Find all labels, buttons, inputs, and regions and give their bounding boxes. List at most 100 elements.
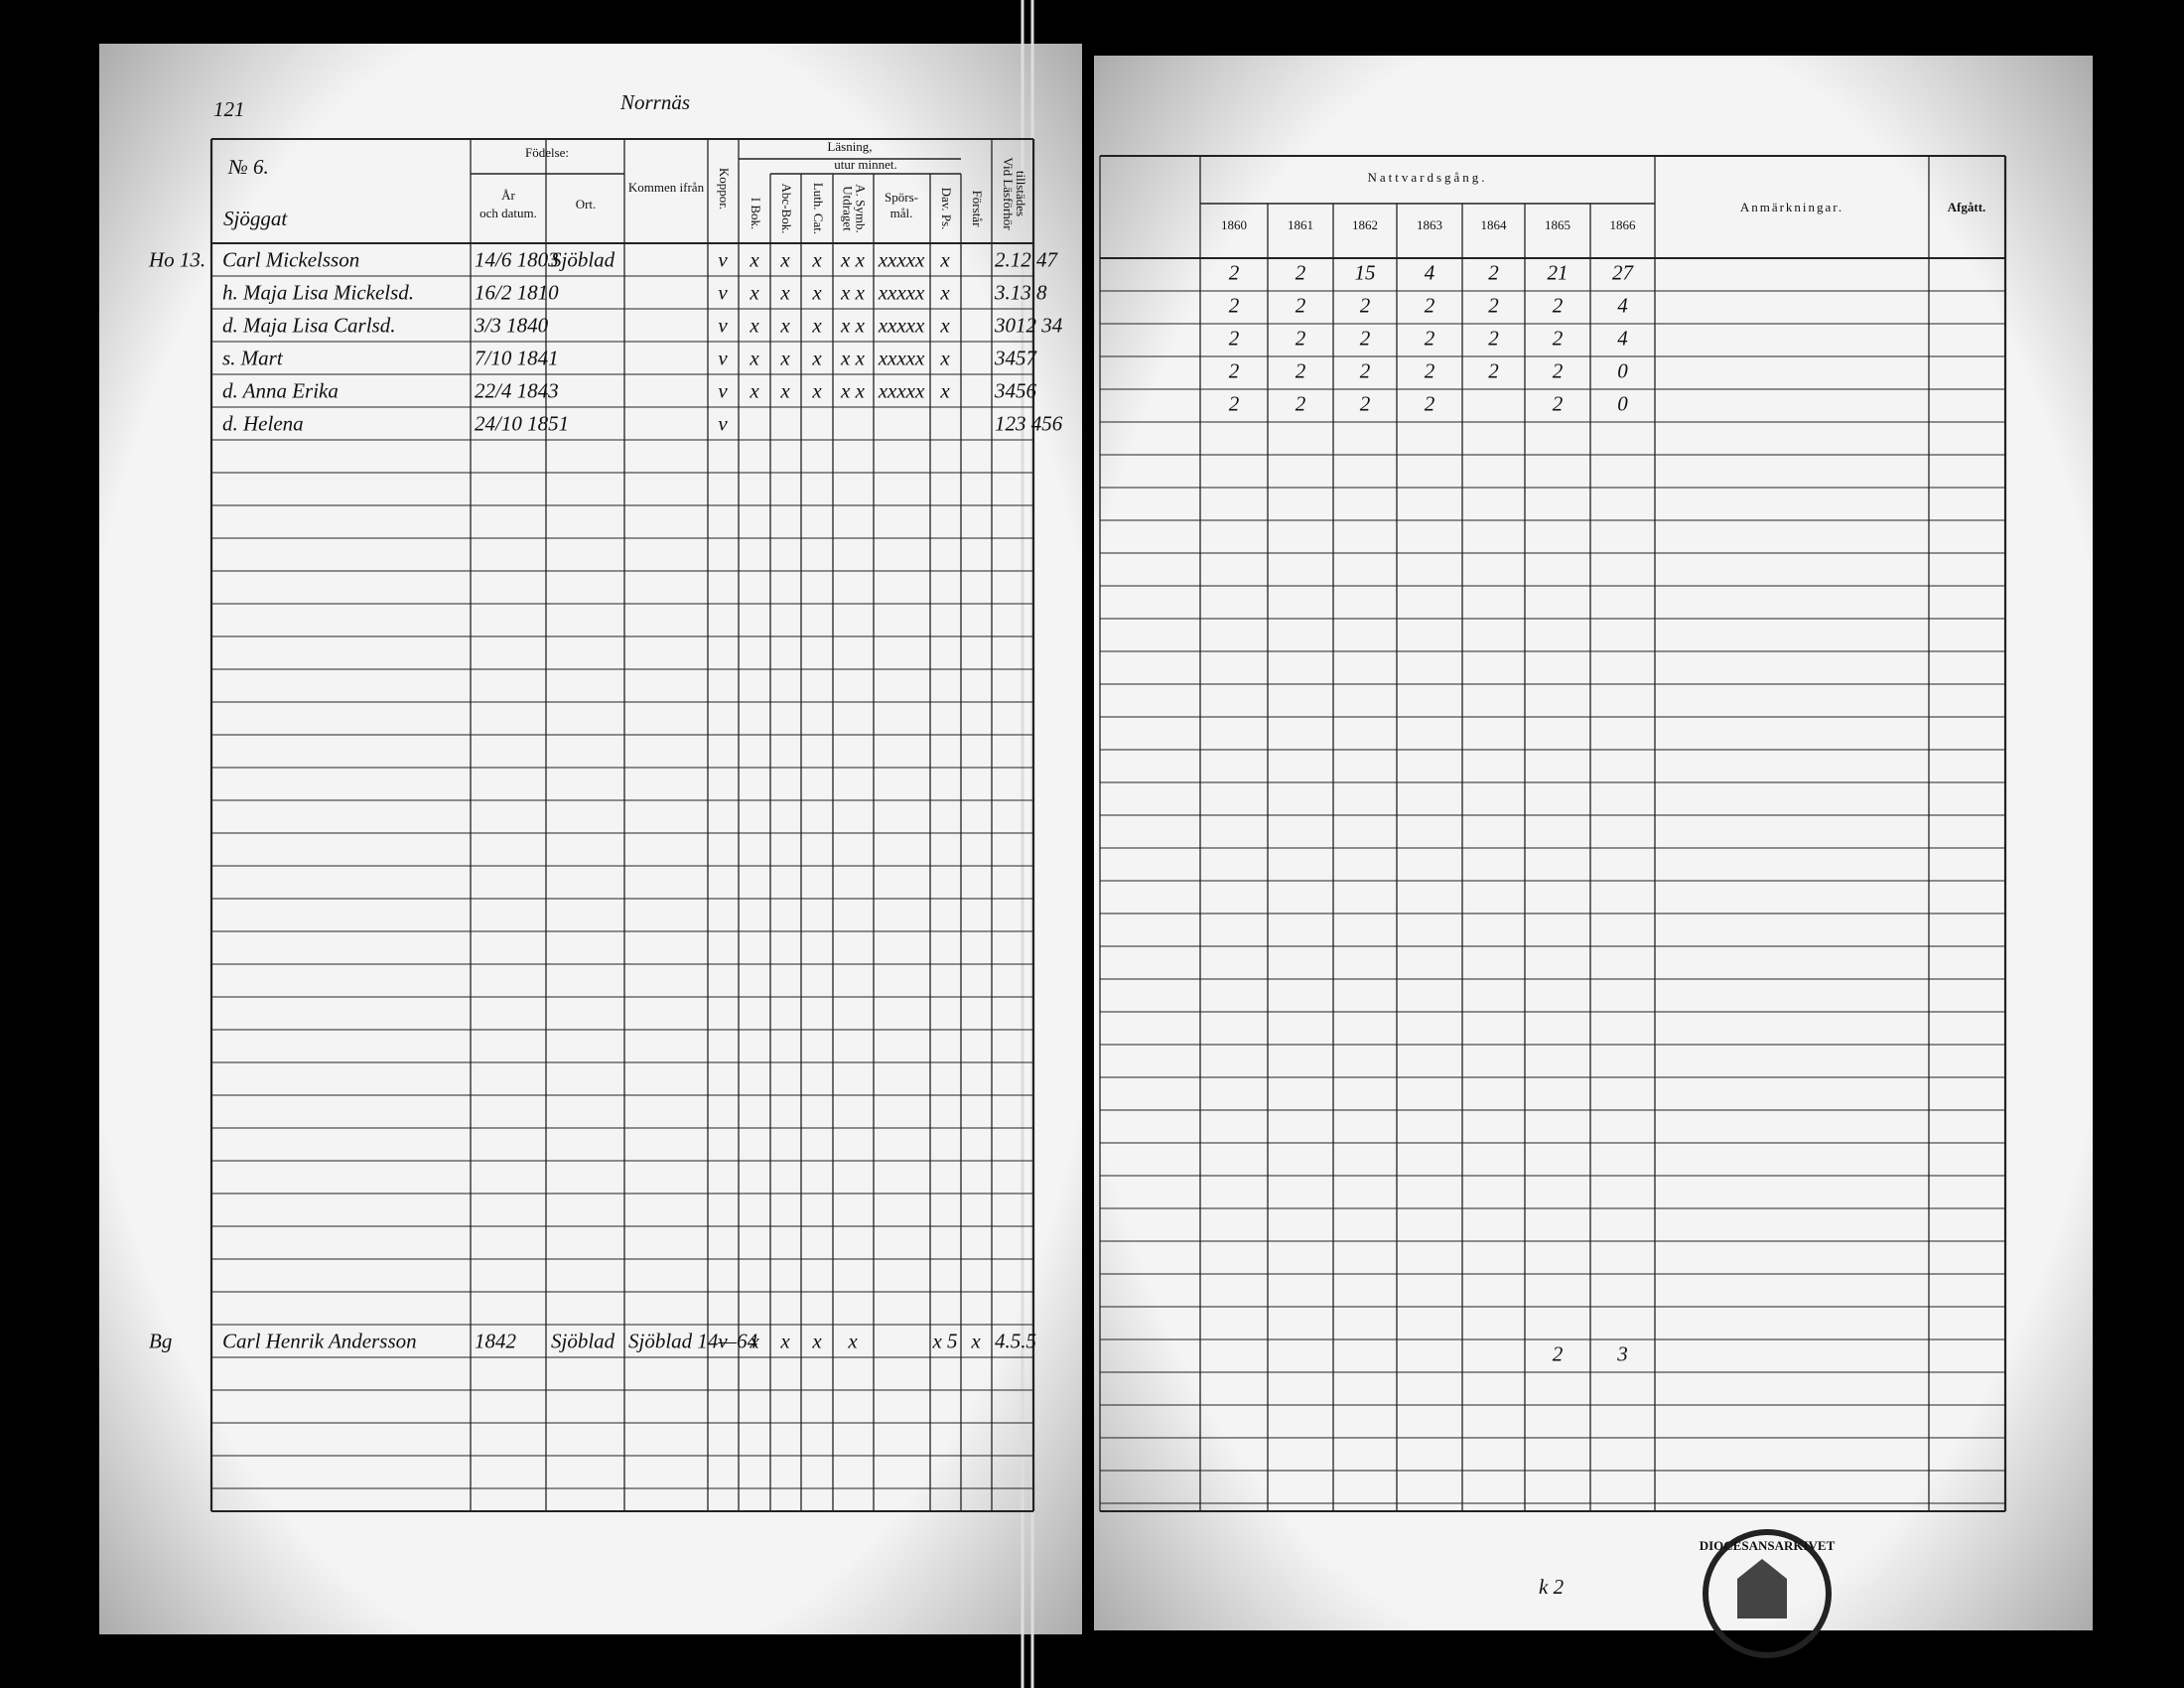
header-communion: Nattvardsgång. <box>1367 170 1487 185</box>
header-present: Vid Läsförhör <box>1001 157 1016 230</box>
header-year: 1863 <box>1417 217 1442 232</box>
reading-mark: x <box>847 1329 858 1352</box>
header-present: tillstädes <box>1014 171 1028 216</box>
person-name: d. Anna Erika <box>222 378 339 402</box>
present-mark: 4.5.5 <box>995 1329 1036 1352</box>
smallpox-mark: v <box>718 378 728 402</box>
reading-mark: x x <box>840 346 866 369</box>
reading-mark: x <box>779 346 790 369</box>
present-mark: 2.12 47 <box>995 247 1059 271</box>
present-mark: 3.13 8 <box>994 280 1047 304</box>
reading-mark: x 5 <box>931 1329 957 1352</box>
person-name: Carl Mickelsson <box>222 247 359 271</box>
header-reading-column: A. Symb. <box>854 184 869 232</box>
communion-mark: 2 <box>1296 293 1306 317</box>
header-year: 1866 <box>1610 217 1637 232</box>
present-mark: 3456 <box>994 378 1037 402</box>
reading-mark: xxxxx <box>878 280 925 304</box>
communion-mark: 0 <box>1617 358 1628 382</box>
communion-mark: 2 <box>1425 391 1435 415</box>
communion-mark: 2 <box>1488 260 1499 284</box>
communion-mark: 0 <box>1617 391 1628 415</box>
footer-note: k 2 <box>1539 1575 1565 1599</box>
header-reading-column: I Bok. <box>749 198 763 230</box>
communion-mark: 4 <box>1425 260 1435 284</box>
communion-mark: 2 <box>1553 326 1564 350</box>
communion-mark: 3 <box>1616 1341 1628 1365</box>
right-page <box>1094 56 2093 1630</box>
margin-reference: Ho 13. <box>148 247 205 271</box>
header-came-from: Kommen ifrån <box>628 180 705 195</box>
header-remarks: Anmärkningar. <box>1740 200 1843 214</box>
margin-reference: Bg <box>149 1329 172 1352</box>
header-birth-place: Ort. <box>576 197 597 211</box>
header-reading-column: mål. <box>890 206 913 220</box>
communion-mark: 2 <box>1553 1341 1564 1365</box>
birth-date: 7/10 1841 <box>475 346 559 369</box>
communion-mark: 2 <box>1229 358 1240 382</box>
communion-mark: 4 <box>1617 293 1628 317</box>
communion-mark: 2 <box>1296 391 1306 415</box>
communion-mark: 27 <box>1612 260 1635 284</box>
communion-mark: 2 <box>1229 391 1240 415</box>
reading-mark: x <box>749 280 759 304</box>
header-year: 1864 <box>1481 217 1508 232</box>
header-smallpox: Koppor. <box>717 168 732 210</box>
reading-mark: xxxxx <box>878 378 925 402</box>
communion-mark: 2 <box>1488 358 1499 382</box>
smallpox-mark: v <box>718 1329 728 1352</box>
reading-mark: x <box>811 247 822 271</box>
reading-mark: x x <box>840 280 866 304</box>
communion-mark: 2 <box>1360 358 1371 382</box>
communion-mark: 2 <box>1360 326 1371 350</box>
reading-mark: x <box>749 346 759 369</box>
birth-date: 14/6 1803 <box>475 247 559 271</box>
stamp-church <box>1737 1559 1787 1618</box>
communion-mark: 2 <box>1296 358 1306 382</box>
communion-mark: 2 <box>1360 391 1371 415</box>
communion-mark: 2 <box>1425 358 1435 382</box>
communion-mark: 2 <box>1229 293 1240 317</box>
stamp-text: DIOCESANSARKIVET <box>1700 1538 1836 1553</box>
reading-mark: x <box>749 378 759 402</box>
header-reading-column: Dav. Ps. <box>939 188 954 230</box>
reading-mark: x <box>811 378 822 402</box>
header-reading-column: Förstår <box>970 191 985 228</box>
person-name: Carl Henrik Andersson <box>222 1329 417 1352</box>
communion-mark: 2 <box>1296 326 1306 350</box>
header-reading-column: Spörs- <box>885 190 918 205</box>
header-year: 1861 <box>1288 217 1313 232</box>
smallpox-mark: v <box>718 411 728 435</box>
communion-mark: 2 <box>1296 260 1306 284</box>
reading-mark: x <box>970 1329 981 1352</box>
header-year: 1862 <box>1352 217 1378 232</box>
stamp <box>1703 1529 1832 1658</box>
birth-date: 22/4 1843 <box>475 378 559 402</box>
reading-mark: x <box>939 346 950 369</box>
header-by-heart: utur minnet. <box>834 157 897 172</box>
smallpox-mark: v <box>718 346 728 369</box>
reading-mark: x x <box>840 313 866 337</box>
header-reading-column: Abc-Bok. <box>779 184 794 234</box>
page-number: 121 <box>213 97 245 121</box>
reading-mark: x x <box>840 378 866 402</box>
communion-mark: 15 <box>1355 260 1376 284</box>
reading-mark: x <box>749 247 759 271</box>
reading-mark: x <box>939 378 950 402</box>
smallpox-mark: v <box>718 280 728 304</box>
header-birth-date: och datum. <box>479 206 537 220</box>
reading-mark: x <box>779 1329 790 1352</box>
header-departed: Afgått. <box>1948 200 1986 214</box>
reading-mark: x <box>749 313 759 337</box>
reading-mark: x <box>749 1329 759 1352</box>
reading-mark: x <box>939 280 950 304</box>
came-from: Sjöblad 14—64 <box>628 1329 758 1352</box>
reading-mark: x <box>811 280 822 304</box>
reading-mark: x <box>939 313 950 337</box>
reading-mark: xxxxx <box>878 346 925 369</box>
present-mark: 123 456 <box>995 411 1063 435</box>
communion-mark: 2 <box>1488 326 1499 350</box>
reading-mark: xxxxx <box>878 313 925 337</box>
communion-mark: 21 <box>1548 260 1569 284</box>
